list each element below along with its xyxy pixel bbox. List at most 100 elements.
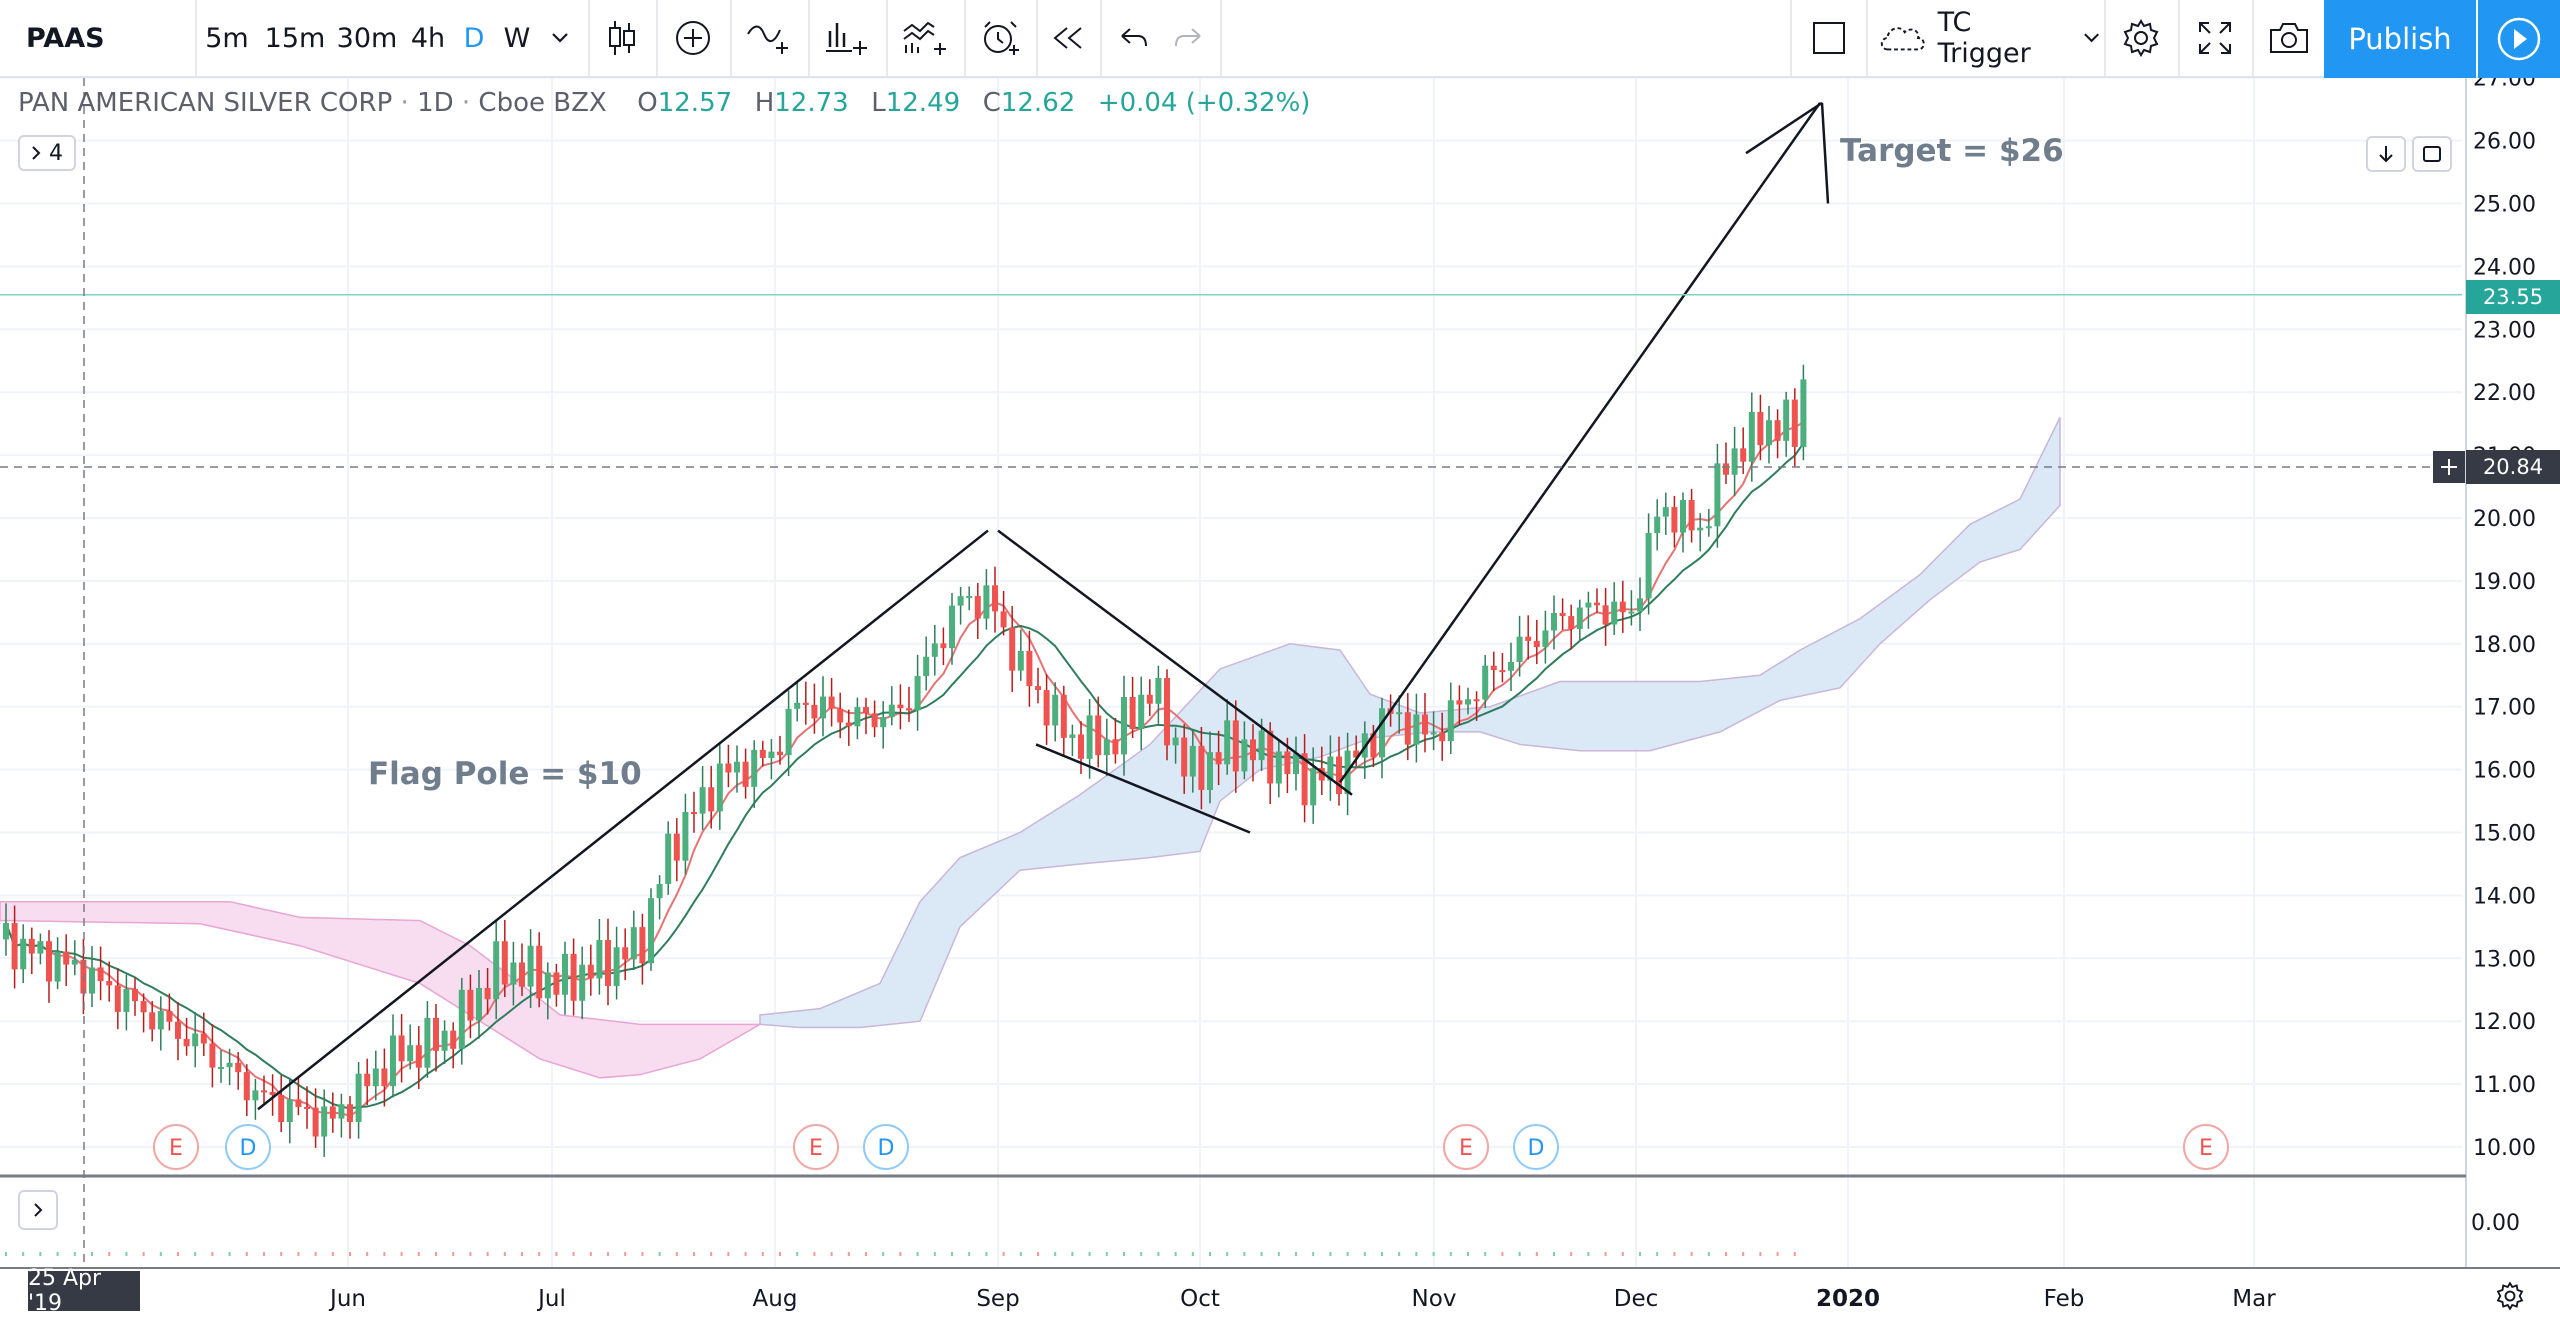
volume-bar — [297, 1252, 300, 1256]
legend-timeframe: 1D — [417, 88, 454, 118]
candle-body — [1060, 694, 1067, 738]
maximize-pane-button[interactable] — [2412, 136, 2452, 172]
gear-icon — [2496, 1281, 2524, 1311]
templates-button[interactable] — [890, 0, 960, 76]
divider — [1220, 0, 1222, 76]
high-value: 12.73 — [774, 88, 849, 118]
earnings-marker — [2183, 1124, 2229, 1170]
volume-bar — [641, 1252, 644, 1256]
plus-icon — [2441, 459, 2457, 475]
candle-body — [441, 1030, 448, 1051]
volume-pane-toggle[interactable] — [18, 1190, 58, 1230]
undo-button[interactable] — [1104, 0, 1164, 76]
volume-bar — [744, 1252, 747, 1256]
indicators-toggle[interactable]: 4 — [18, 135, 76, 171]
volume-bar — [968, 1252, 971, 1256]
play-circle-icon — [2497, 17, 2541, 61]
interval-15m[interactable]: 15m — [264, 22, 326, 54]
chart-legend: PAN AMERICAN SILVER CORP · 1D · Cboe BZX… — [18, 88, 1310, 118]
candle-body — [1301, 753, 1308, 806]
interval-d[interactable]: D — [463, 22, 485, 54]
volume-bar — [486, 1252, 489, 1256]
candle-body — [734, 761, 740, 773]
volume-bar — [5, 1252, 7, 1256]
volume-bar — [1690, 1252, 1693, 1256]
candle-body — [175, 1021, 181, 1039]
publish-options-button[interactable] — [2478, 0, 2560, 78]
volume-bar — [1776, 1252, 1779, 1256]
time-tick-label: 2020 — [1816, 1286, 1880, 1312]
candle-body — [536, 945, 543, 999]
interval-w[interactable]: W — [503, 22, 531, 54]
chevron-down-icon — [552, 33, 568, 43]
indicators-button[interactable] — [734, 0, 804, 76]
snapshot-button[interactable] — [2256, 0, 2322, 76]
fullscreen-button[interactable] — [2182, 0, 2248, 76]
candle-body — [605, 940, 611, 986]
volume-bar — [658, 1252, 661, 1256]
candle-body — [828, 696, 835, 709]
candle-body — [11, 923, 18, 970]
volume-bar — [503, 1252, 506, 1256]
redo-button[interactable] — [1164, 0, 1212, 76]
candle-body — [931, 643, 938, 657]
volume-bar — [417, 1252, 420, 1256]
gear-icon — [2123, 19, 2159, 57]
candle-body — [1439, 732, 1446, 742]
scroll-down-button[interactable] — [2366, 136, 2406, 172]
publish-button[interactable]: Publish — [2324, 0, 2476, 78]
candle-body — [1688, 500, 1695, 531]
price-tick-label: 20.00 — [2473, 507, 2536, 532]
volume-bar — [847, 1252, 850, 1256]
candle-body — [622, 947, 629, 960]
candle-body — [1095, 715, 1102, 756]
symbol-search[interactable]: PAAS — [26, 22, 105, 54]
dividend-marker — [1513, 1124, 1559, 1170]
volume-bar — [331, 1252, 334, 1256]
candle-body — [544, 972, 551, 999]
earnings-marker-label: E — [2199, 1136, 2213, 1161]
candle-body — [759, 749, 766, 758]
volume-bar — [589, 1252, 592, 1256]
divider — [964, 0, 966, 76]
chart-type-button[interactable] — [592, 0, 652, 76]
volume-bar — [882, 1252, 885, 1256]
candle-body — [708, 787, 715, 812]
trend-line — [997, 529, 1353, 796]
settings-button[interactable] — [2108, 0, 2174, 76]
separator: · — [400, 88, 418, 118]
template-selector[interactable]: TC Trigger — [1870, 0, 2100, 76]
candle-body — [1447, 700, 1454, 742]
interval-5m[interactable]: 5m — [205, 22, 249, 54]
flag-pole-label: Flag Pole = $10 — [368, 756, 642, 792]
trend-line — [1820, 102, 1830, 204]
volume-bar — [383, 1252, 386, 1256]
interval-dropdown[interactable] — [540, 0, 580, 76]
replay-button[interactable] — [1040, 0, 1096, 76]
candle-body — [1637, 598, 1643, 612]
crosshair-add-button[interactable] — [2433, 451, 2465, 483]
interval-30m[interactable]: 30m — [336, 22, 398, 54]
volume-bar — [1209, 1252, 1211, 1256]
volume-bar — [1071, 1252, 1074, 1256]
candle-body — [845, 722, 852, 727]
financials-button[interactable] — [812, 0, 882, 76]
price-chart[interactable]: Flag Pole = $10 Target = $26 10.00 11.00 12… — [0, 78, 2560, 1318]
interval-4h[interactable]: 4h — [410, 22, 446, 54]
candle-body — [1525, 636, 1532, 641]
time-axis-settings-button[interactable] — [2480, 1276, 2540, 1316]
compare-button[interactable] — [660, 0, 726, 76]
candle-body — [639, 927, 646, 964]
candle-body — [1766, 420, 1772, 446]
candle-body — [149, 1012, 156, 1030]
volume-bar — [1346, 1252, 1349, 1256]
candle-body — [1791, 399, 1798, 447]
layout-button[interactable] — [1794, 0, 1864, 76]
volume-bar — [1037, 1252, 1039, 1256]
candle-body — [1258, 730, 1265, 761]
alert-button[interactable] — [968, 0, 1032, 76]
price-tick-label: 19.00 — [2473, 570, 2536, 595]
high-label: H — [754, 88, 775, 118]
candle-body — [1757, 411, 1764, 446]
candle-body — [1499, 670, 1506, 673]
